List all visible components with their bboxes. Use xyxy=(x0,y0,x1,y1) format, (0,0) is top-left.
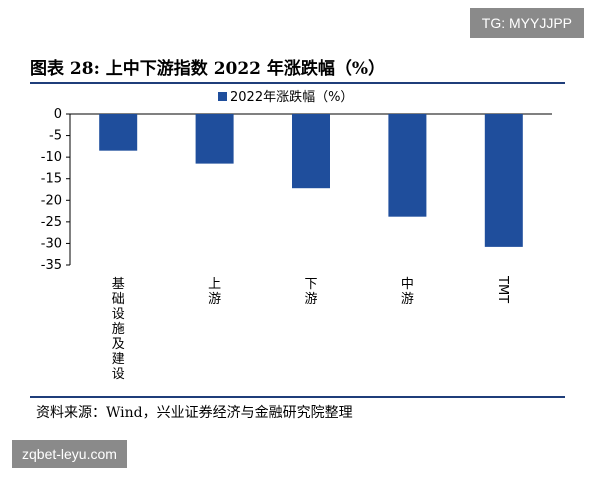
figure-title: 图表 28: 上中下游指数 2022 年涨跌幅（%） xyxy=(30,59,386,79)
y-tick-label: 0 xyxy=(54,107,62,122)
category-label: 下游 xyxy=(304,277,317,307)
bar xyxy=(292,114,330,189)
category-label: 中游 xyxy=(401,277,414,307)
legend-label: 2022年涨跌幅（%） xyxy=(230,89,353,105)
source-note: 资料来源：Wind，兴业证券经济与金融研究院整理 xyxy=(36,405,353,421)
bar xyxy=(195,114,234,164)
watermark-top: TG: MYYJJPP xyxy=(469,8,584,38)
y-tick-label: -30 xyxy=(41,236,62,251)
y-tick-label: -15 xyxy=(41,172,62,187)
y-tick-label: -10 xyxy=(41,150,62,165)
category-label: TMT xyxy=(495,275,510,303)
bar xyxy=(388,114,427,217)
bar-chart: 0 -5 -10 -15 -20 -25 -30 -35 基础设施及建设 上游 下游 中游 TMT 202… xyxy=(41,89,552,382)
top-rule xyxy=(30,82,565,84)
y-tick-label: -35 xyxy=(41,258,62,273)
y-tick-label: -5 xyxy=(49,129,62,144)
bottom-rule xyxy=(30,396,565,398)
category-label: 上游 xyxy=(208,277,221,307)
category-label: 基础设施及建设 xyxy=(112,277,125,382)
bar xyxy=(99,114,138,151)
legend-swatch xyxy=(218,92,227,101)
bar xyxy=(484,114,523,247)
y-tick-label: -20 xyxy=(41,193,62,208)
y-tick-label: -25 xyxy=(41,215,62,230)
watermark-bottom: zqbet-leyu.com xyxy=(12,440,127,468)
